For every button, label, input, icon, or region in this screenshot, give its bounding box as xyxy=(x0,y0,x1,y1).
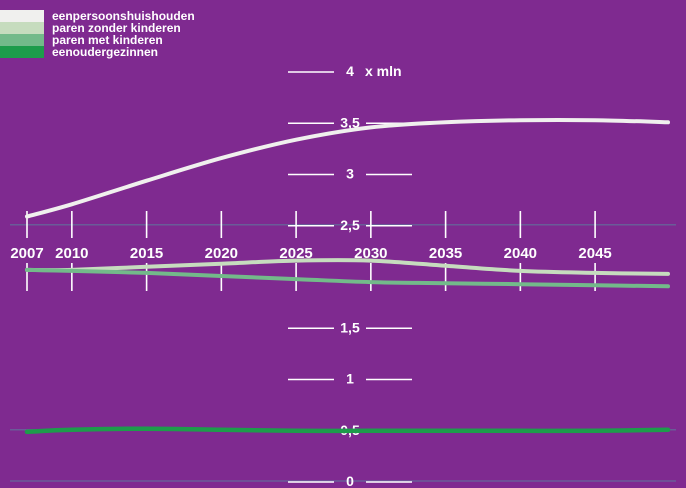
y-tick-label: 3 xyxy=(346,166,354,182)
y-tick-label: 1 xyxy=(346,371,354,387)
series-line-eenoudergezinnen xyxy=(24,426,671,435)
y-axis-unit: x mln xyxy=(365,63,402,79)
series-line-eenpersoonshuishouden xyxy=(25,117,670,219)
y-tick-label: 3,5 xyxy=(340,114,360,130)
legend-swatch xyxy=(0,46,44,58)
series-line-paren-zonder-kinderen xyxy=(25,258,670,276)
x-tick-label: 2045 xyxy=(578,245,611,262)
legend-label: paren met kinderen xyxy=(52,33,163,47)
legend-swatch xyxy=(0,22,44,34)
y-tick-label: 2,5 xyxy=(340,217,360,233)
legend-swatch xyxy=(0,34,44,46)
y-tick-label: 4 xyxy=(346,63,354,79)
series-line-paren-met-kinderen xyxy=(25,267,670,289)
legend-label: paren zonder kinderen xyxy=(52,21,181,35)
legend-label: eenoudergezinnen xyxy=(52,45,158,59)
x-tick-label: 2040 xyxy=(504,245,537,262)
y-tick-label: 0 xyxy=(346,473,354,488)
x-tick-label: 2015 xyxy=(130,245,163,262)
y-tick-label: 1,5 xyxy=(340,319,360,335)
series-lines xyxy=(24,117,671,435)
x-tick-label: 2007 xyxy=(10,245,43,262)
x-tick-label: 2035 xyxy=(429,245,462,262)
x-tick-label: 2010 xyxy=(55,245,88,262)
legend-label: eenpersoonshuishouden xyxy=(52,9,195,23)
x-axis-ticks: 2007 2010 2015 2020 2025 2030 2035 2040 2045 xyxy=(10,211,612,291)
x-tick-label: 2020 xyxy=(205,245,238,262)
legend-swatch xyxy=(0,10,44,22)
x-tick-label: 2030 xyxy=(354,245,387,262)
x-tick-label: 2025 xyxy=(279,245,312,262)
